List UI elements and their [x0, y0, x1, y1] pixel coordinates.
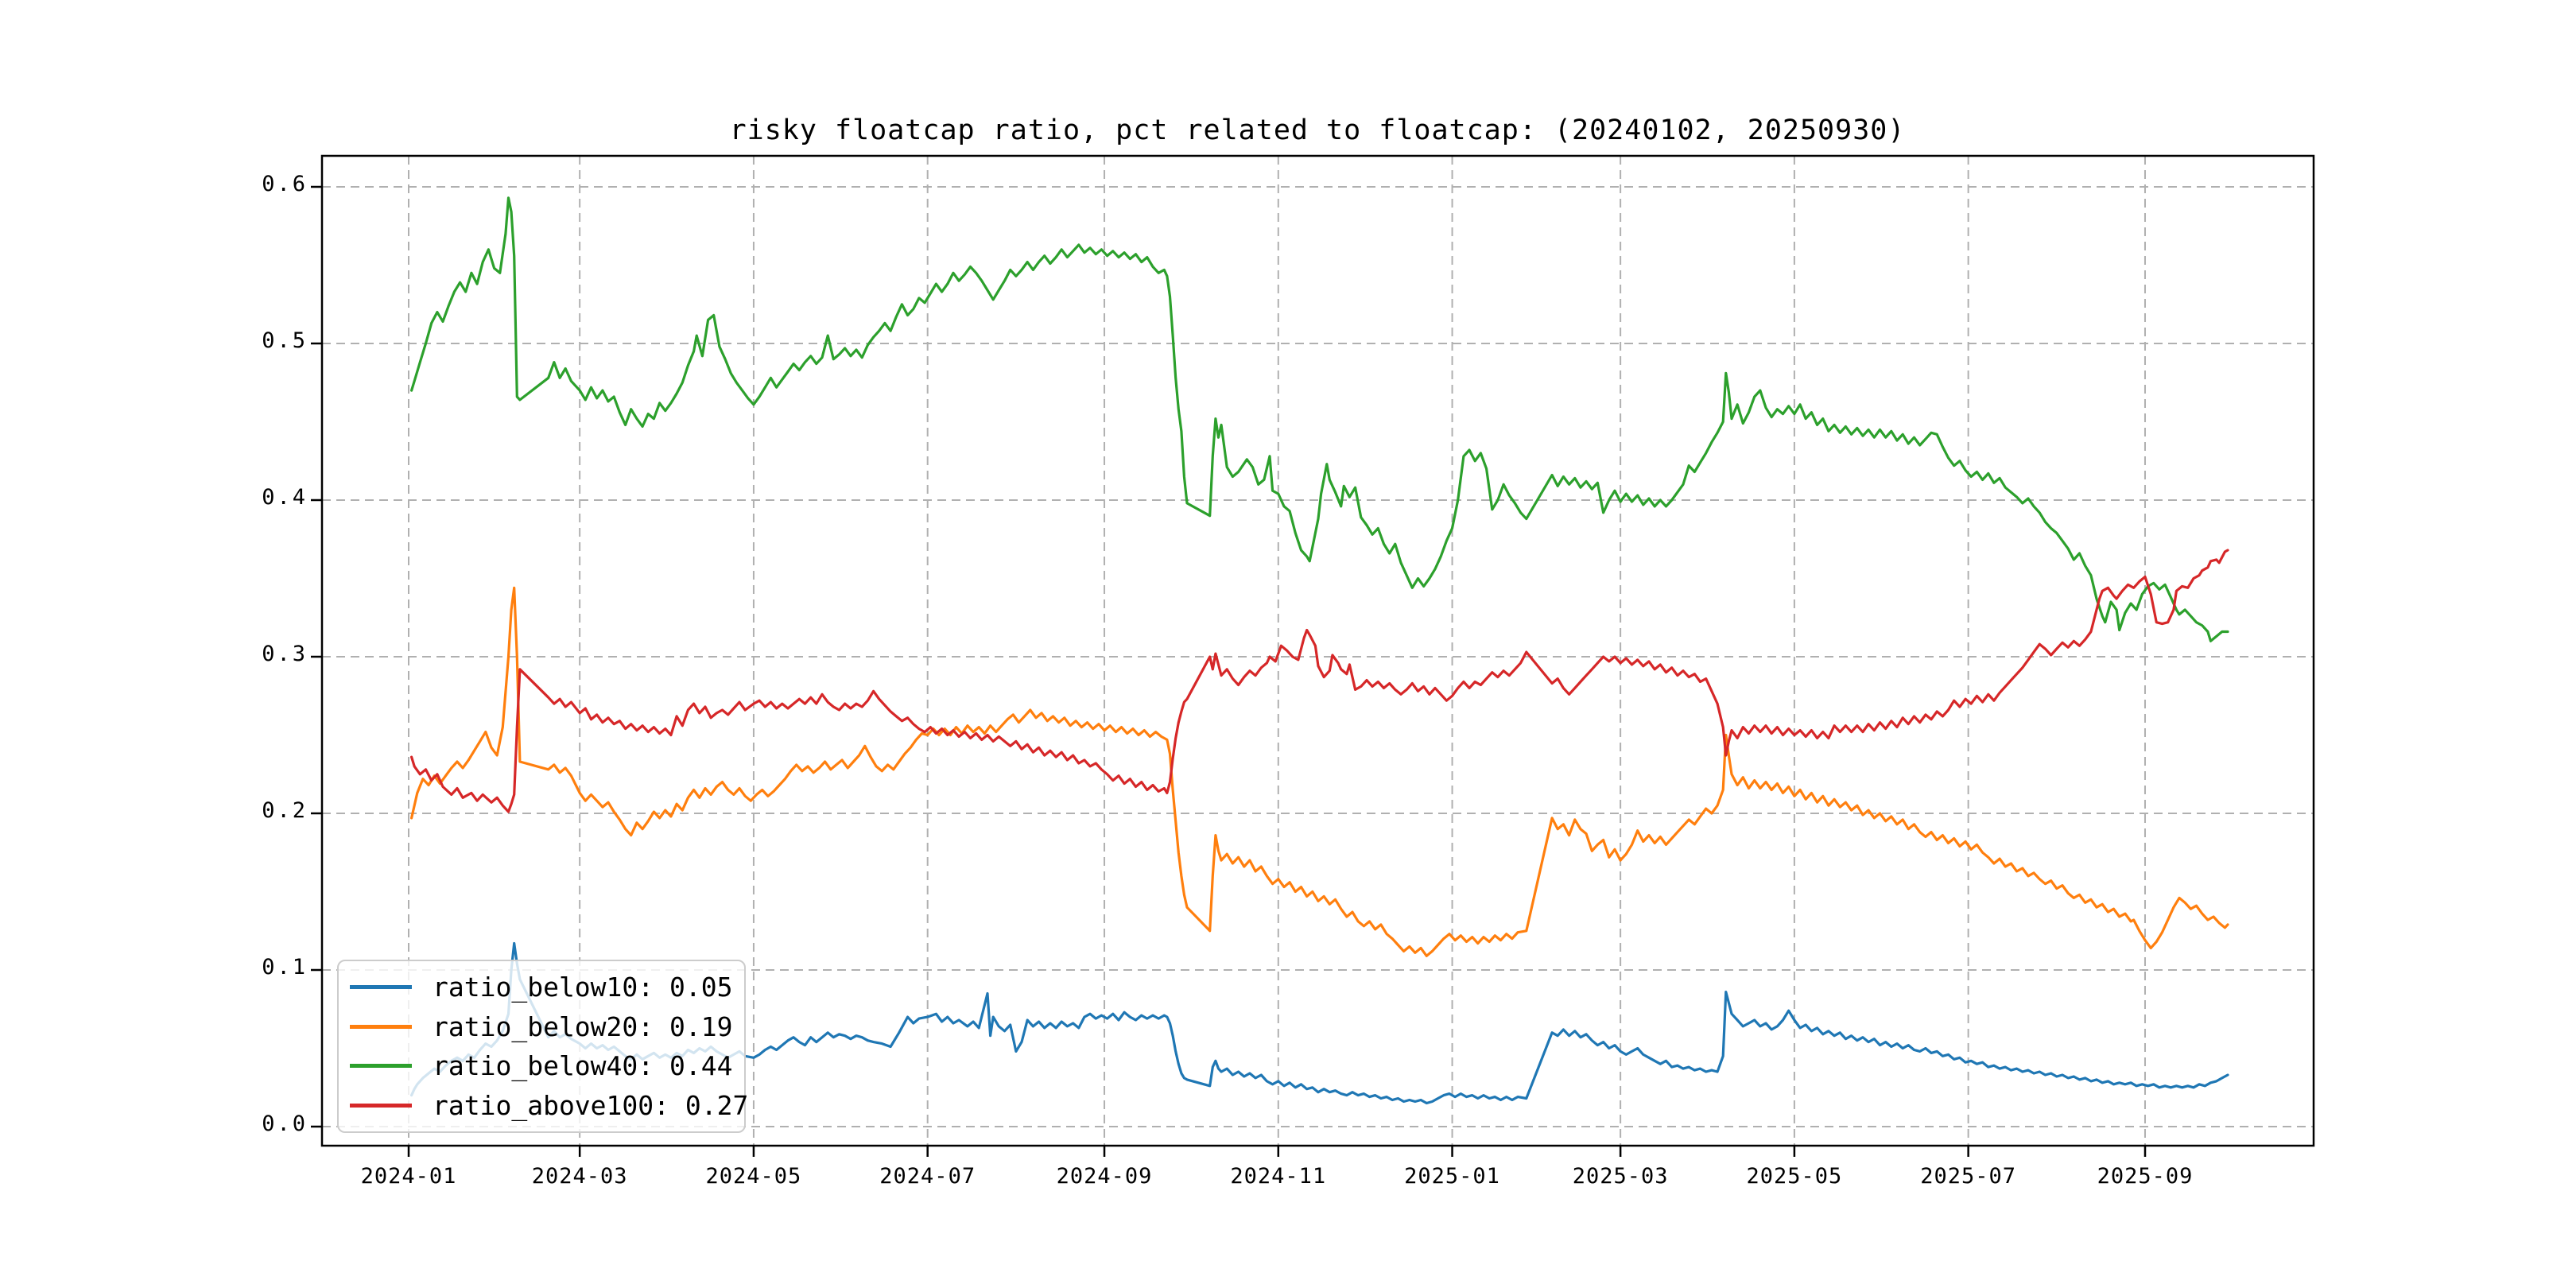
legend-label-ratio_above100: ratio_above100: 0.27	[433, 1089, 749, 1121]
y-tick-label: 0.1	[262, 955, 308, 980]
x-tick-label: 2024-05	[705, 1164, 802, 1189]
legend-label-ratio_below10: ratio_below10: 0.05	[433, 972, 733, 1003]
x-tick-label: 2024-03	[531, 1164, 628, 1189]
x-tick-label: 2024-01	[360, 1164, 457, 1189]
legend-swatch-ratio_above100	[350, 1103, 412, 1108]
legend-swatch-ratio_below10	[350, 985, 412, 990]
legend-entry-ratio_below10: ratio_below10: 0.05	[339, 970, 744, 1005]
legend-label-ratio_below40: ratio_below40: 0.44	[433, 1050, 733, 1082]
x-tick-label: 2025-03	[1572, 1164, 1669, 1189]
x-tick-label: 2024-07	[879, 1164, 976, 1189]
legend-swatch-ratio_below40	[350, 1064, 412, 1069]
y-tick-label: 0.2	[262, 798, 308, 823]
y-tick-label: 0.3	[262, 642, 308, 666]
y-tick-label: 0.6	[262, 172, 308, 196]
x-tick-label: 2025-05	[1746, 1164, 1843, 1189]
x-tick-label: 2024-09	[1056, 1164, 1153, 1189]
x-tick-label: 2025-07	[1920, 1164, 2017, 1189]
y-tick-label: 0.4	[262, 485, 308, 510]
legend-entry-ratio_below40: ratio_below40: 0.44	[339, 1049, 744, 1084]
chart-title: risky floatcap ratio, pct related to flo…	[729, 114, 1906, 146]
x-tick-label: 2024-11	[1230, 1164, 1327, 1189]
y-tick-label: 0.5	[262, 328, 308, 353]
legend-box: ratio_below10: 0.05 ratio_below20: 0.19 ra…	[337, 960, 748, 1133]
axes-spines	[320, 154, 2315, 1147]
x-tick-label: 2025-09	[2097, 1164, 2194, 1189]
series-line-ratio_below40	[409, 196, 2229, 642]
legend-swatch-ratio_below20	[350, 1024, 412, 1029]
legend-entry-ratio_below20: ratio_below20: 0.19	[339, 1009, 744, 1044]
y-tick-label: 0.0	[262, 1111, 308, 1136]
series-line-ratio_above100	[409, 549, 2229, 813]
x-tick-label: 2025-01	[1404, 1164, 1500, 1189]
legend-label-ratio_below20: ratio_below20: 0.19	[433, 1011, 733, 1042]
legend-entry-ratio_above100: ratio_above100: 0.27	[339, 1088, 748, 1123]
series-line-ratio_below20	[409, 586, 2229, 957]
